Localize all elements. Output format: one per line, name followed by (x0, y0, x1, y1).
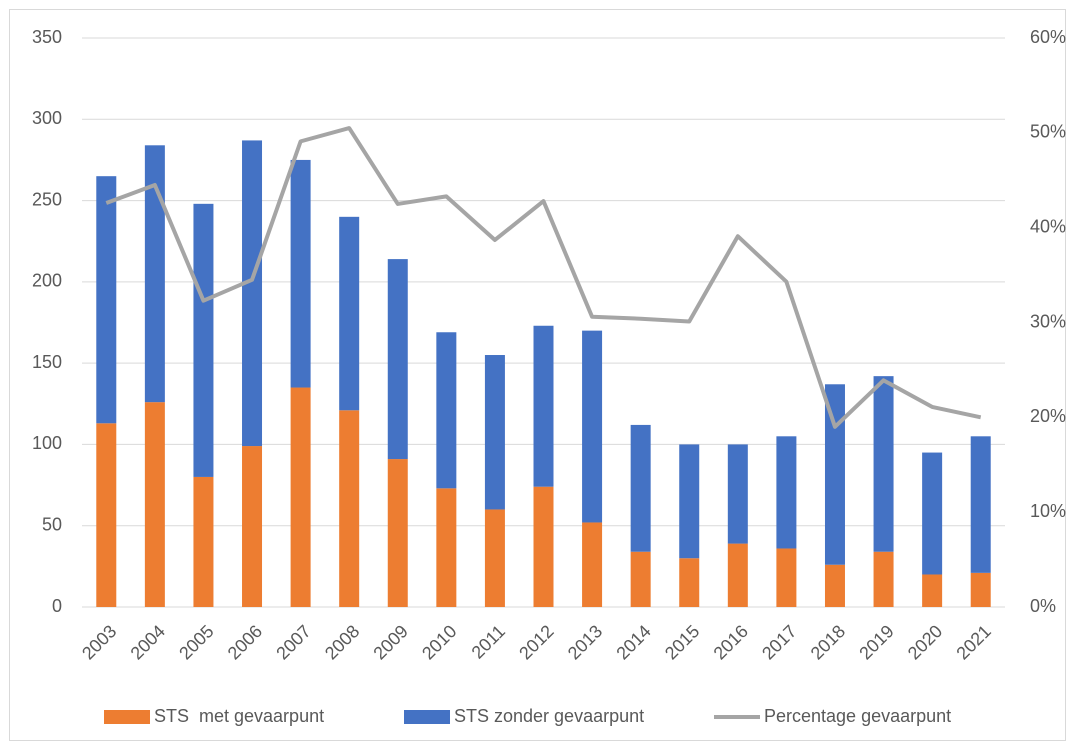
bar (679, 444, 700, 559)
bar (922, 452, 943, 575)
legend-swatch (104, 710, 150, 724)
legend-label: Percentage gevaarpunt (764, 706, 951, 726)
bar (776, 436, 797, 549)
y2-tick-label: 20% (1030, 406, 1066, 426)
legend-label: STS met gevaarpunt (154, 706, 324, 726)
bar (144, 402, 165, 607)
y2-tick-label: 10% (1030, 501, 1066, 521)
bar (582, 330, 603, 523)
bar (193, 476, 214, 607)
bar (339, 410, 360, 607)
bar (436, 332, 457, 489)
bar (436, 488, 457, 607)
bar (582, 522, 603, 607)
bar (824, 564, 845, 607)
bar (630, 551, 651, 607)
bar (824, 384, 845, 565)
bar (242, 140, 263, 447)
bar (727, 444, 748, 544)
line-series (105, 126, 982, 429)
bar (96, 423, 117, 607)
legend-swatch (404, 710, 450, 724)
bar (533, 486, 554, 607)
bar (630, 424, 651, 552)
bar (727, 543, 748, 607)
bar (873, 551, 894, 607)
bar (290, 387, 311, 607)
y-tick-label: 100 (32, 433, 62, 453)
legend-label: STS zonder gevaarpunt (454, 706, 644, 726)
y-tick-label: 50 (42, 514, 62, 534)
bar (484, 355, 505, 510)
bar (339, 216, 360, 411)
bar (533, 325, 554, 487)
bar (193, 203, 214, 477)
y-tick-label: 0 (52, 596, 62, 616)
y2-tick-label: 50% (1030, 122, 1066, 142)
bar (290, 159, 311, 388)
y-tick-label: 250 (32, 189, 62, 209)
bar (387, 459, 408, 607)
bar (484, 509, 505, 607)
y-tick-label: 350 (32, 27, 62, 47)
bar (970, 572, 991, 607)
y2-tick-label: 60% (1030, 27, 1066, 47)
bar (776, 548, 797, 607)
bar (242, 446, 263, 607)
y-tick-label: 300 (32, 108, 62, 128)
bar (679, 558, 700, 607)
y2-tick-label: 40% (1030, 216, 1066, 236)
bar (922, 574, 943, 607)
y-tick-label: 150 (32, 352, 62, 372)
y-tick-label: 200 (32, 271, 62, 291)
bar (144, 145, 165, 403)
bar (387, 259, 408, 460)
y2-tick-label: 0% (1030, 596, 1056, 616)
bar (873, 376, 894, 552)
y2-tick-label: 30% (1030, 311, 1066, 331)
bar (970, 436, 991, 573)
bar (96, 176, 117, 424)
